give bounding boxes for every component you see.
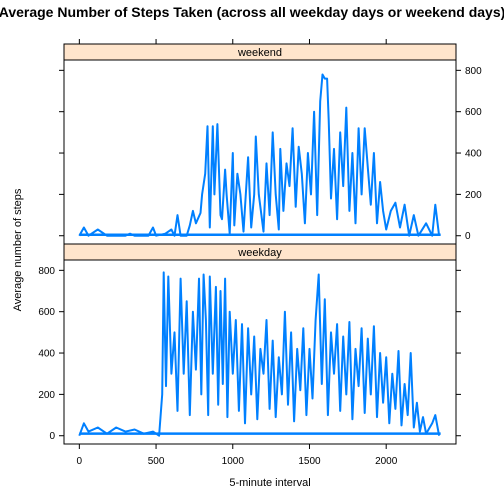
y-tick-label-weekday-400: 400 xyxy=(38,349,55,360)
y-tick-label-weekend-0: 0 xyxy=(465,231,471,242)
x-tick-label-500: 500 xyxy=(148,456,165,467)
x-tick-label-1500: 1500 xyxy=(298,456,321,467)
strip-label-weekend: weekend xyxy=(237,47,282,59)
y-tick-label-weekend-800: 800 xyxy=(465,66,482,77)
y-tick-label-weekend-200: 200 xyxy=(465,190,482,201)
y-tick-label-weekend-600: 600 xyxy=(465,107,482,118)
y-axis-title: Average number of steps xyxy=(12,188,24,311)
y-tick-label-weekday-600: 600 xyxy=(38,307,55,318)
panel-frame-weekday xyxy=(63,259,457,445)
x-tick-label-0: 0 xyxy=(77,456,83,467)
chart-title: Average Number of Steps Taken (across al… xyxy=(0,4,504,20)
panels-group: weekend 0 200 400 600 800 weekday 0 200 400 600 800… xyxy=(38,39,482,467)
series-line-weekday xyxy=(78,271,441,437)
series-line-weekend xyxy=(78,73,441,237)
y-tick-label-weekday-0: 0 xyxy=(49,431,55,442)
x-axis-title: 5-minute interval xyxy=(229,477,310,489)
y-tick-label-weekday-200: 200 xyxy=(38,390,55,401)
panel-weekday: weekday 0 200 400 600 800 xyxy=(38,243,461,445)
strip-label-weekday: weekday xyxy=(237,247,282,259)
y-tick-label-weekend-400: 400 xyxy=(465,149,482,160)
y-tick-label-weekday-800: 800 xyxy=(38,266,55,277)
x-tick-label-2000: 2000 xyxy=(375,456,398,467)
x-tick-label-1000: 1000 xyxy=(222,456,245,467)
panel-weekend: weekend 0 200 400 600 800 xyxy=(59,43,482,245)
